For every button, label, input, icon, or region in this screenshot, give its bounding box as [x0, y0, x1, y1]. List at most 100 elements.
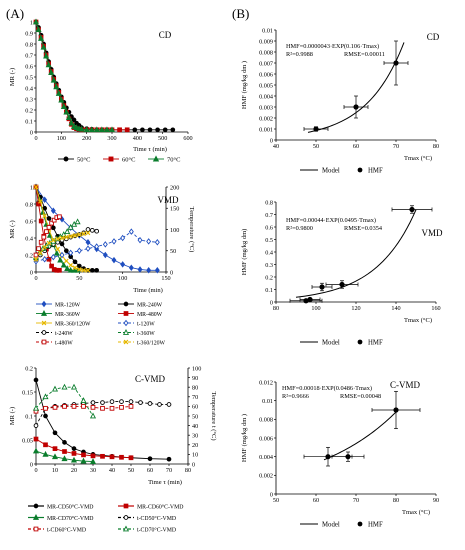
- vmd_mr-data-point: [38, 250, 43, 256]
- vmd_mr-legend-label: t-120W: [137, 322, 155, 328]
- cvmd_mr-data-point: [33, 423, 39, 428]
- cvmd_mr-data-point: [128, 404, 134, 409]
- vmd_mr-data-point: [77, 267, 82, 272]
- cd_mr-title: CD: [159, 30, 172, 40]
- vmd_mr-data-point: [49, 263, 54, 269]
- cd_mr-data-point: [48, 69, 55, 75]
- cvmd_hmf-y-tick-label: 0.006: [259, 435, 273, 442]
- cvmd_hmf-equation: HMF=0.00018·EXP(0.0486·Tmax): [282, 385, 372, 392]
- cd_mr-legend-label: 50°C: [77, 157, 90, 164]
- vmd_mr-data-point: [76, 263, 82, 269]
- cd_hmf-rmse: RMSE=0.00011: [344, 51, 385, 58]
- cd_hmf-y-tick-label: 0.003: [259, 104, 273, 111]
- cvmd_mr-data-point: [81, 404, 86, 409]
- cvmd_mr-legend-marker: [123, 515, 129, 520]
- cd_mr-y-tick-label: 0.1: [25, 118, 33, 125]
- vmd_mr-title: VMD: [157, 195, 179, 205]
- cvmd_hmf-y-tick-label: 0: [270, 491, 273, 498]
- cvmd_mr-data-point: [61, 383, 68, 390]
- cvmd_mr-x-tick-label: 30: [90, 467, 96, 474]
- cd_mr-data-point: [93, 126, 100, 133]
- cvmd_mr-data-point: [33, 377, 39, 383]
- cvmd_mr-data-point: [32, 404, 40, 411]
- vmd_mr-legend-marker: [123, 339, 129, 345]
- cvmd_mr-data-point: [52, 446, 58, 451]
- cvmd_hmf-x-tick-label: 90: [433, 497, 439, 504]
- cvmd_hmf-y-tick-label: 0.008: [259, 417, 273, 424]
- vmd_mr-data-point: [50, 225, 56, 231]
- cd_mr-data-point: [78, 125, 85, 132]
- vmd_mr-data-point: [120, 261, 126, 268]
- vmd_mr-data-point: [36, 246, 41, 251]
- vmd_hmf-y-tick-label: 0.4: [265, 249, 273, 256]
- vmd_mr-data-point: [38, 239, 44, 245]
- cvmd_mr-data-point: [109, 405, 115, 411]
- vmd_mr-data-point: [146, 267, 152, 274]
- cvmd_mr-x-tick-label: 50: [128, 467, 134, 474]
- cd_mr-series-line: [35, 21, 173, 131]
- vmd_mr-y-tick-label: 0: [30, 269, 33, 276]
- cd_mr-y-tick-label: 0.6: [25, 63, 33, 70]
- vmd_mr-data-point: [64, 234, 69, 240]
- cvmd_hmf-x-axis-label: Tmax (°C): [402, 509, 430, 516]
- cd_hmf-x-axis-label: Tmax (°C): [404, 155, 432, 162]
- cd_mr-y-tick-label: 0.2: [25, 107, 33, 114]
- vmd_hmf-legend-label-model: Model: [322, 340, 340, 347]
- cd_mr-data-point: [53, 83, 60, 90]
- cvmd_mr-y-axis-label: MR (-): [9, 407, 16, 425]
- cd_mr-legend-label: 70°C: [167, 157, 180, 164]
- cvmd_mr-series-line: [35, 405, 132, 412]
- cvmd_mr-data-point: [90, 400, 96, 405]
- cd_mr-data-point: [132, 127, 138, 133]
- cvmd_mr-data-point: [71, 404, 77, 409]
- vmd_mr-data-point: [60, 261, 67, 268]
- cvmd_hmf-data-point: [345, 454, 351, 460]
- vmd_hmf-x-tick-label: 100: [311, 305, 320, 312]
- vmd_hmf-legend-label-hmf: HMF: [368, 340, 383, 347]
- cd_mr-y-tick-label: 0.5: [25, 74, 33, 81]
- vmd_mr-legend-label: MR-360W: [55, 312, 81, 318]
- cvmd_mr-data-point: [70, 456, 78, 463]
- vmd_mr-legend-marker: [41, 339, 47, 345]
- vmd_mr-data-point: [46, 256, 52, 262]
- cvmd_mr-y2-tick-label: 20: [192, 442, 198, 449]
- cvmd_hmf-data-point: [393, 407, 399, 413]
- cd_hmf-y-tick-label: 0.004: [259, 93, 273, 100]
- cvmd_mr-data-point: [80, 397, 87, 403]
- cd_mr-series-line: [35, 21, 128, 131]
- cd_mr-y-axis-label: MR (-): [9, 68, 16, 86]
- vmd_mr-data-point: [94, 267, 100, 273]
- vmd_hmf-y-tick-label: 0.1: [265, 287, 273, 294]
- cvmd_mr-data-point: [43, 442, 48, 448]
- cd_mr-data-point: [83, 126, 90, 133]
- vmd_mr-y2-tick-label: 200: [170, 184, 179, 191]
- vmd_hmf-data-point: [307, 296, 313, 303]
- vmd_mr-x-tick-label: 100: [118, 275, 127, 282]
- cvmd_mr-y2-tick-label: 90: [192, 375, 198, 382]
- cd_mr-x-tick-label: 0: [34, 135, 37, 142]
- vmd_mr-legend-marker: [41, 300, 47, 308]
- vmd_mr-legend-label: t-360W: [137, 331, 155, 337]
- vmd_mr-data-point: [33, 252, 39, 258]
- cvmd_hmf-r-squared: R²=0.9666: [282, 393, 309, 400]
- cvmd_mr-data-point: [128, 455, 134, 461]
- cvmd_mr-x-tick-label: 40: [109, 467, 115, 474]
- vmd_mr-data-point: [72, 259, 78, 265]
- cd_mr-y-tick-label: 0.4: [25, 85, 33, 92]
- vmd_mr-data-point: [68, 233, 73, 239]
- vmd_mr-data-point: [111, 238, 117, 245]
- vmd_hmf-y-tick-label: 0.8: [265, 199, 273, 206]
- vmd_mr-data-point: [137, 266, 143, 273]
- vmd_mr-x-tick-label: 150: [161, 275, 170, 282]
- vmd_mr-legend-marker: [123, 311, 129, 316]
- cvmd_mr-data-point: [90, 453, 96, 459]
- cd_mr-legend-label: 60°C: [122, 157, 135, 164]
- vmd_hmf-equation: HMF=0.00044·EXP(0.0495·Tmax): [286, 217, 376, 224]
- cd_mr-x-tick-label: 100: [57, 135, 66, 142]
- cd_mr-data-point: [98, 126, 105, 133]
- cd_hmf-y-tick-label: 0.009: [259, 38, 273, 45]
- cd_hmf-y-tick-label: 0.005: [259, 82, 273, 89]
- vmd_mr-legend-marker: [41, 320, 47, 326]
- vmd_mr-data-point: [85, 227, 91, 232]
- cd_mr-data-point: [35, 26, 42, 33]
